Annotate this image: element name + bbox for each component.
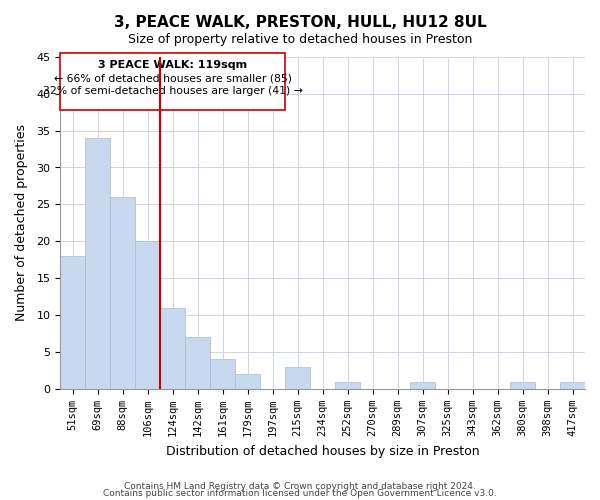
Text: Contains public sector information licensed under the Open Government Licence v3: Contains public sector information licen…	[103, 490, 497, 498]
Text: 3 PEACE WALK: 119sqm: 3 PEACE WALK: 119sqm	[98, 60, 247, 70]
Text: ← 66% of detached houses are smaller (85): ← 66% of detached houses are smaller (85…	[53, 73, 292, 83]
Bar	[185, 338, 210, 389]
X-axis label: Distribution of detached houses by size in Preston: Distribution of detached houses by size …	[166, 444, 479, 458]
FancyBboxPatch shape	[60, 53, 285, 110]
Bar	[210, 360, 235, 389]
Y-axis label: Number of detached properties: Number of detached properties	[15, 124, 28, 322]
Text: Contains HM Land Registry data © Crown copyright and database right 2024.: Contains HM Land Registry data © Crown c…	[124, 482, 476, 491]
Bar	[335, 382, 360, 389]
Bar	[235, 374, 260, 389]
Bar	[160, 308, 185, 389]
Bar	[560, 382, 585, 389]
Text: 3, PEACE WALK, PRESTON, HULL, HU12 8UL: 3, PEACE WALK, PRESTON, HULL, HU12 8UL	[113, 15, 487, 30]
Bar	[85, 138, 110, 389]
Bar	[60, 256, 85, 389]
Text: 32% of semi-detached houses are larger (41) →: 32% of semi-detached houses are larger (…	[43, 86, 302, 96]
Bar	[410, 382, 435, 389]
Bar	[285, 367, 310, 389]
Bar	[135, 242, 160, 389]
Bar	[510, 382, 535, 389]
Text: Size of property relative to detached houses in Preston: Size of property relative to detached ho…	[128, 32, 472, 46]
Bar	[110, 197, 135, 389]
